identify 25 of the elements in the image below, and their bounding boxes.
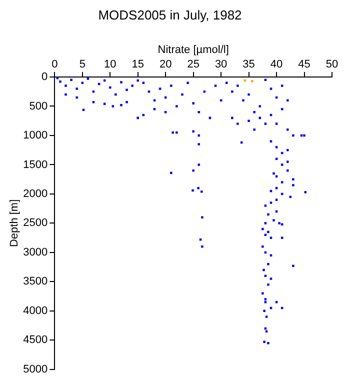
- x-tick-label: 5: [79, 58, 86, 70]
- x-tick-label: 40: [270, 58, 283, 70]
- y-tick-label: 5000: [23, 363, 48, 376]
- y-tick-label: 4000: [23, 304, 48, 317]
- y-axis-title: Depth [m]: [8, 199, 21, 248]
- y-tick-label: 1000: [23, 130, 48, 142]
- x-tick-label: 50: [326, 58, 338, 70]
- x-tick-label: 0: [52, 58, 58, 70]
- chart-title: MODS2005 in July, 1982: [98, 7, 242, 22]
- y-tick-label: 3000: [23, 246, 48, 258]
- y-tick-label: 2500: [23, 217, 48, 230]
- y-tick-label: 500: [29, 100, 48, 112]
- x-tick-label: 35: [242, 58, 255, 70]
- y-tick-label: 1500: [23, 158, 48, 171]
- x-tick-label: 10: [104, 58, 116, 70]
- x-axis-title: Nitrate [µmol/l]: [158, 44, 229, 56]
- x-tick-label: 25: [187, 58, 200, 70]
- y-tick-label: 0: [42, 71, 48, 84]
- x-tick-label: 45: [298, 58, 310, 70]
- y-tick-label: 2000: [23, 188, 48, 200]
- x-tick-label: 30: [214, 58, 228, 70]
- y-tick-label: 3500: [23, 276, 48, 288]
- x-tick-label: 15: [132, 58, 144, 70]
- y-tick-label: 4500: [23, 334, 48, 346]
- x-tick-label: 20: [159, 58, 172, 70]
